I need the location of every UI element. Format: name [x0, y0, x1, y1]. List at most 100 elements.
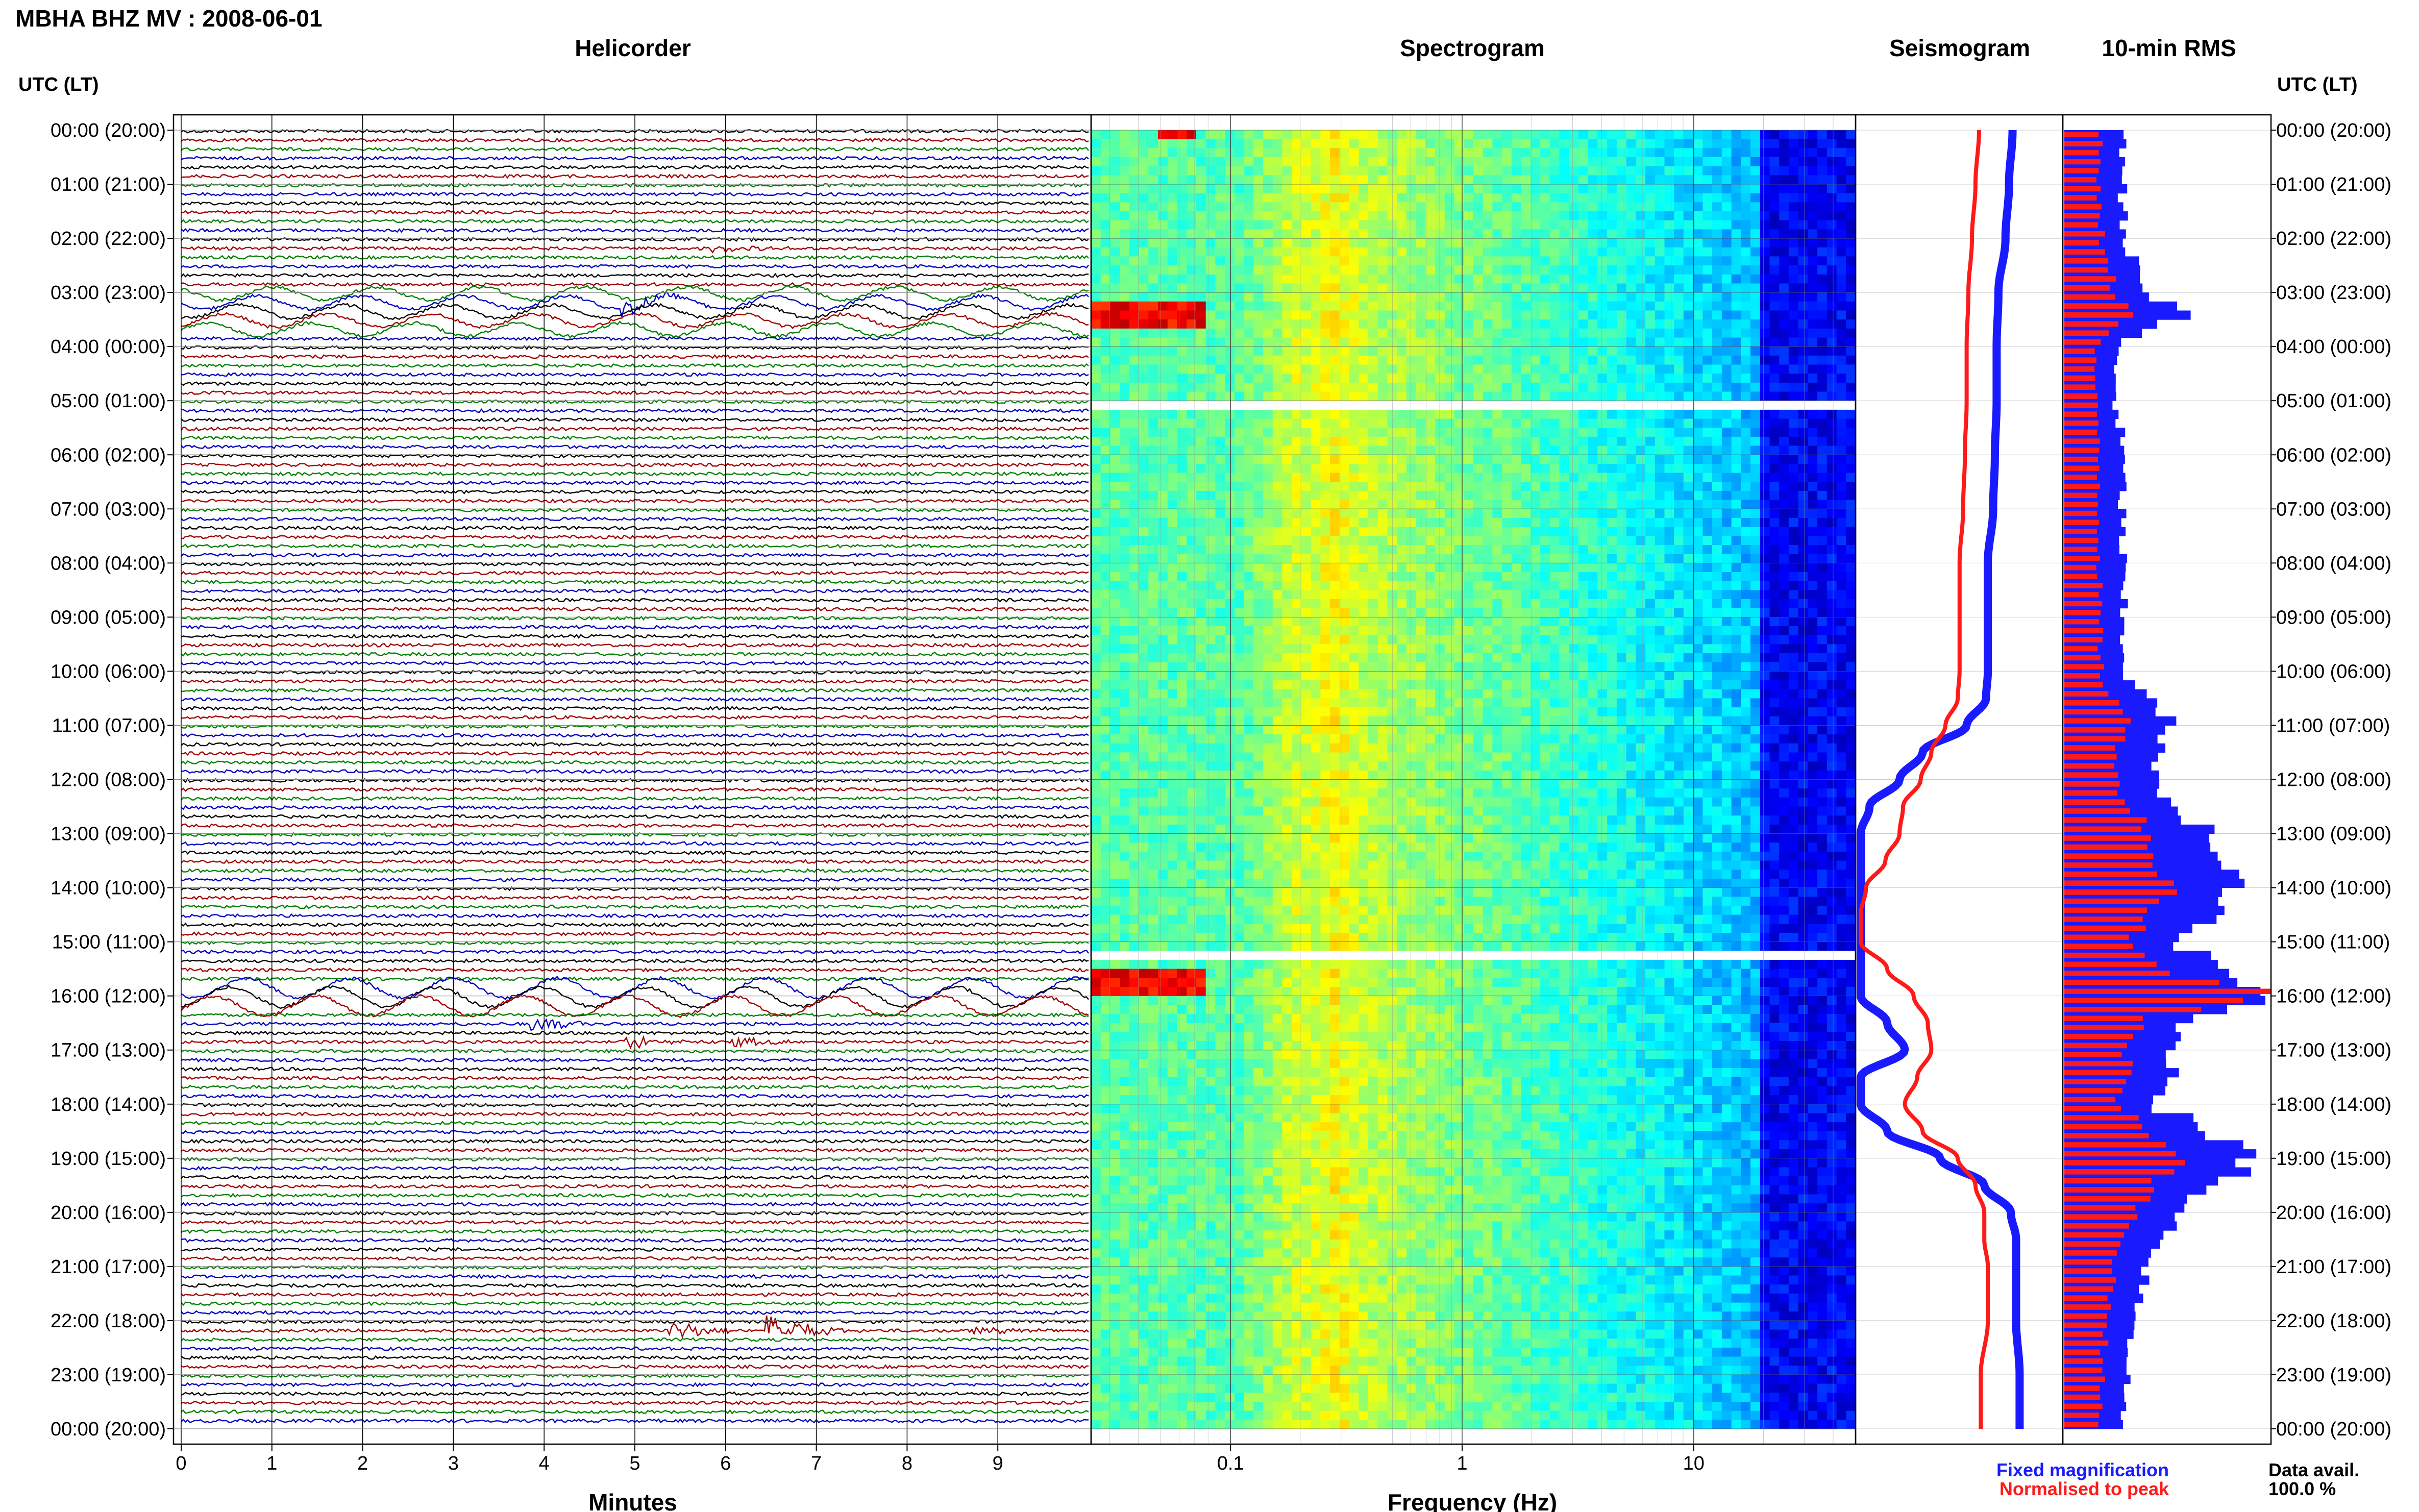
spectrogram-cell — [1148, 256, 1158, 266]
spectrogram-cell — [1817, 653, 1828, 663]
spectrogram-cell — [1253, 238, 1264, 248]
spectrogram-cell — [1292, 148, 1302, 158]
spectrogram-cell — [1607, 238, 1617, 248]
spectrogram-cell — [1320, 527, 1330, 536]
spectrogram-cell — [1636, 599, 1646, 609]
spectrogram-cell — [1702, 518, 1713, 528]
spectrogram-cell — [1655, 301, 1665, 311]
spectrogram-cell — [1377, 319, 1388, 329]
spectrogram-cell — [1177, 536, 1187, 546]
spectrogram-cell — [1674, 328, 1684, 338]
spectrogram-cell — [1187, 337, 1197, 347]
spectrogram-cell — [1741, 536, 1751, 546]
spectrogram-cell — [1435, 220, 1445, 230]
spectrogram-cell — [1597, 139, 1608, 148]
spectrogram-cell — [1205, 247, 1216, 257]
spectrogram-cell — [1148, 554, 1158, 563]
spectrogram-cell — [1311, 374, 1321, 383]
spectrogram-cell — [1578, 220, 1589, 230]
spectrogram-cell — [1406, 473, 1417, 482]
spectrogram-cell — [1234, 292, 1245, 302]
spectrogram-cell — [1846, 247, 1856, 257]
spectrogram-cell — [1301, 238, 1312, 248]
spectrogram-cell — [1559, 355, 1569, 365]
spectrogram-cell — [1253, 247, 1264, 257]
spectrogram-cell — [1674, 409, 1684, 419]
spectrogram-cell — [1645, 301, 1656, 311]
spectrogram-cell — [1263, 572, 1273, 582]
spectrogram-cell — [1148, 265, 1158, 275]
spectrogram-cell — [1301, 536, 1312, 546]
spectrogram-cell — [1521, 148, 1531, 158]
spectrogram-cell — [1464, 545, 1474, 555]
spectrogram-cell — [1645, 265, 1656, 275]
spectrogram-cell — [1559, 401, 1569, 410]
spectrogram-cell — [1750, 590, 1761, 600]
spectrogram-cell — [1177, 428, 1187, 437]
spectrogram-cell — [1760, 229, 1770, 239]
spectrogram-cell — [1655, 139, 1665, 148]
spectrogram-cell — [1788, 364, 1799, 374]
spectrogram-cell — [1091, 644, 1101, 654]
spectrogram-cell — [1187, 418, 1197, 428]
spectrogram-cell — [1817, 374, 1828, 383]
spectrogram-cell — [1292, 608, 1302, 617]
spectrogram-cell — [1521, 581, 1531, 590]
spectrogram-cell — [1721, 374, 1732, 383]
spectrogram-cell — [1435, 139, 1445, 148]
spectrogram-cell — [1578, 211, 1589, 221]
spectrogram-cell — [1549, 274, 1560, 284]
spectrogram-cell — [1540, 139, 1550, 148]
spectrogram-cell — [1225, 238, 1235, 248]
spectrogram-cell — [1836, 536, 1846, 546]
spectrogram-cell — [1540, 391, 1550, 401]
spectrogram-cell — [1187, 490, 1197, 501]
spectrogram-cell — [1253, 482, 1264, 491]
spectrogram-cell — [1225, 428, 1235, 437]
spectrogram-cell — [1655, 292, 1665, 302]
spectrogram-cell — [1377, 473, 1388, 482]
spectrogram-cell — [1721, 644, 1732, 654]
spectrogram-cell — [1741, 148, 1751, 158]
spectrogram-cell — [1741, 274, 1751, 284]
spectrogram-cell — [1464, 193, 1474, 203]
spectrogram-cell — [1225, 445, 1235, 455]
spectrogram-cell — [1788, 229, 1799, 239]
spectrogram-cell — [1339, 599, 1350, 609]
spectrogram-cell — [1511, 301, 1522, 311]
spectrogram-cell — [1272, 148, 1283, 158]
spectrogram-cell — [1311, 292, 1321, 302]
spectrogram-cell — [1578, 175, 1589, 185]
spectrogram-cell — [1234, 581, 1245, 590]
spectrogram-cell — [1817, 599, 1828, 609]
spectrogram-cell — [1674, 599, 1684, 609]
spectrogram-cell — [1234, 166, 1245, 176]
spectrogram-cell — [1091, 166, 1101, 176]
spectrogram-cell — [1253, 554, 1264, 563]
spectrogram-cell — [1425, 490, 1436, 501]
spectrogram-cell — [1244, 509, 1254, 518]
spectrogram-cell — [1693, 626, 1703, 636]
spectrogram-cell — [1702, 328, 1713, 338]
spectrogram-cell — [1636, 274, 1646, 284]
spectrogram-cell — [1750, 617, 1761, 627]
spectrogram-cell — [1416, 175, 1426, 185]
spectrogram-cell — [1311, 518, 1321, 528]
spectrogram-cell — [1616, 463, 1627, 474]
spectrogram-cell — [1645, 130, 1656, 140]
spectrogram-cell — [1244, 301, 1254, 311]
spectrogram-cell — [1416, 590, 1426, 600]
spectrogram-cell — [1091, 364, 1101, 374]
spectrogram-cell — [1531, 184, 1541, 194]
spectrogram-cell — [1712, 599, 1722, 609]
spectrogram-cell — [1091, 220, 1101, 230]
spectrogram-cell — [1626, 346, 1636, 356]
spectrogram-cell — [1750, 545, 1761, 555]
spectrogram-cell — [1540, 608, 1550, 617]
spectrogram-cell — [1320, 635, 1330, 645]
spectrogram-cell — [1540, 346, 1550, 356]
spectrogram-cell — [1779, 527, 1789, 536]
spectrogram-cell — [1416, 635, 1426, 645]
spectrogram-cell — [1826, 545, 1837, 555]
spectrogram-cell — [1282, 518, 1292, 528]
